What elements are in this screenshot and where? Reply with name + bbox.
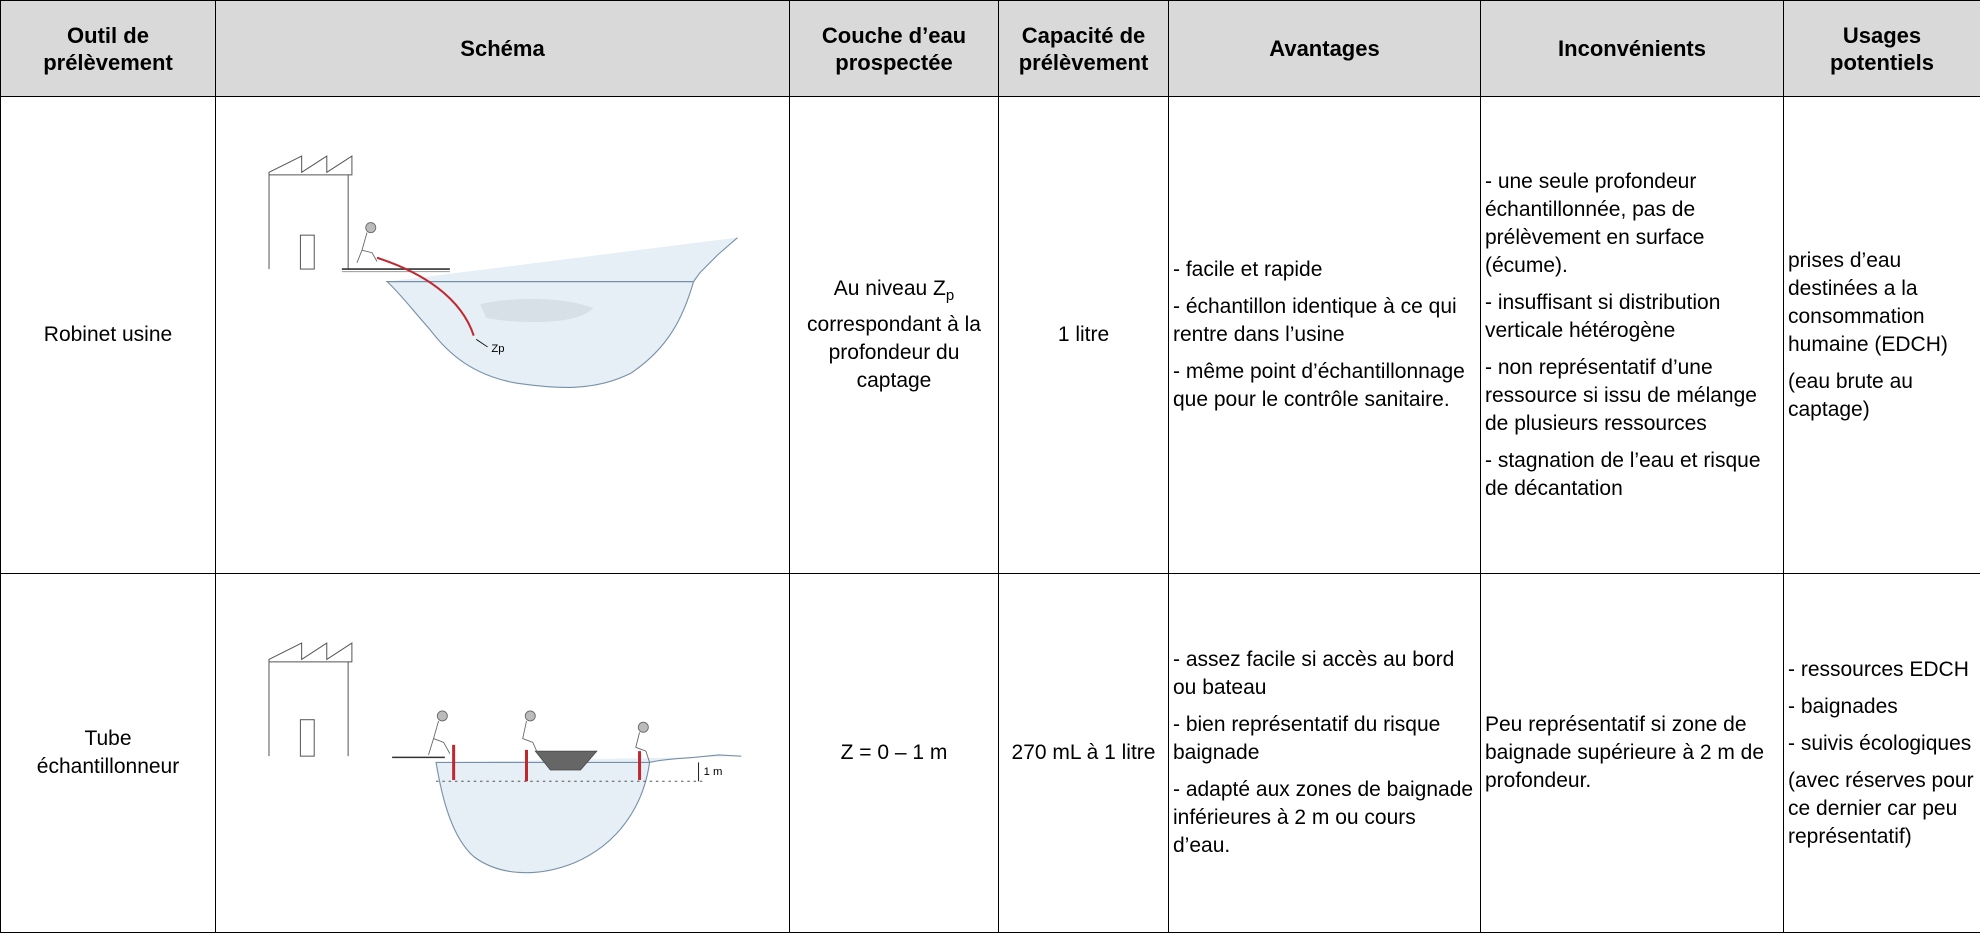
list-item: Peu représentatif si zone de baignade su… [1485,711,1779,795]
list-item: - facile et rapide [1173,256,1476,284]
depth-label: 1 m [704,766,723,778]
layer-text: Z = 0 – 1 m [840,741,948,764]
text-line: Capacité de [1021,22,1146,48]
text-line: Avantages [1269,36,1380,61]
column-header: Capacité de prélèvement [998,0,1169,97]
item-text: (eau brute au captage) [1788,369,1913,421]
item-text: - facile et rapide [1173,258,1323,281]
text-line: Tube [84,727,132,750]
tool-cell: Robinet usine [0,96,216,574]
column-header: Couche d’eau prospectée [789,0,999,97]
list-item: (eau brute au captage) [1788,368,1976,424]
layer-text: Au niveau Z [833,277,946,301]
column-header: Inconvénients [1480,0,1784,97]
schema-tube: 1 m [268,642,742,874]
depth-label: Zp [491,343,504,355]
text-line: Schéma [460,36,545,61]
text-line: Couche d’eau [821,22,967,48]
text-line: Outil de [67,22,149,48]
item-text: - échantillon identique à ce qui rentre … [1173,295,1457,346]
uses-cell: prises d’eau destinées a la consommation… [1783,96,1980,574]
table-row: Robinet usine [0,96,1980,574]
table-row: Tube échantillonneur [0,573,1980,933]
item-text: - assez facile si accès au bord ou batea… [1173,648,1455,699]
text-line: Inconvénients [1558,36,1706,61]
item-text: - une seule profondeur échantillonnée, p… [1485,169,1705,277]
text-line: prélèvement [1018,49,1149,75]
item-text: Peu représentatif si zone de baignade su… [1485,713,1765,792]
list-item: prises d’eau destinées a la consommation… [1788,247,1976,359]
advantages-cell: - facile et rapide - échantillon identiqu… [1168,96,1481,574]
item-text: - même point d’échantillonnage que pour … [1173,360,1465,411]
item-text: - insuffisant si distribution verticale … [1485,290,1721,342]
list-item: - baignades [1788,693,1976,721]
item-text: - bien représentatif du risque baignade [1173,713,1441,764]
text-line: potentiels [1830,49,1934,75]
item-text: (avec réserves pour ce dernier car peu r… [1788,768,1974,848]
capacity-cell: 1 litre [998,96,1169,574]
layer-cell: Au niveau Zp correspondant à la profonde… [789,96,999,574]
item-text: - stagnation de l’eau et risque de décan… [1485,448,1761,500]
layer-cell: Z = 0 – 1 m [789,573,999,933]
schema-cell: Zp [215,96,790,574]
item-text: prises d’eau destinées a la consommation… [1788,248,1948,356]
uses-cell: - ressources EDCH - baignades - suivis éco… [1783,573,1980,933]
schema-robinet: Zp [268,155,738,388]
column-header: Schéma [215,0,790,97]
capacity: 1 litre [1057,323,1110,346]
item-text: - non représentatif d’une ressource si i… [1485,355,1757,435]
header-row: Outil de prélèvement Schéma Couche d’eau pro… [0,0,1980,97]
column-header: Avantages [1168,0,1481,97]
column-header: Usages potentiels [1783,0,1980,97]
item-text: - suivis écologiques [1788,731,1972,755]
text-line: échantillonneur [36,755,180,778]
list-item: - échantillon identique à ce qui rentre … [1173,293,1476,349]
capacity-cell: 270 mL à 1 litre [998,573,1169,933]
list-item: - suivis écologiques [1788,730,1976,758]
column-header: Outil de prélèvement [0,0,216,97]
layer-text: correspondant à la profondeur du captage [807,312,981,392]
item-text: - ressources EDCH [1788,657,1969,681]
list-item: - ressources EDCH [1788,656,1976,684]
text-line: Robinet usine [43,323,173,346]
list-item: - stagnation de l’eau et risque de décan… [1485,447,1779,503]
list-item: - insuffisant si distribution verticale … [1485,289,1779,345]
layer-subscript: p [945,287,955,305]
list-item: - assez facile si accès au bord ou batea… [1173,646,1476,702]
schema-cell: 1 m [215,573,790,933]
advantages-cell: - assez facile si accès au bord ou batea… [1168,573,1481,933]
text-line: Usages [1842,22,1922,48]
list-item: - adapté aux zones de baignade inférieur… [1173,776,1476,860]
drawbacks-cell: Peu représentatif si zone de baignade su… [1480,573,1784,933]
item-text: - baignades [1788,694,1898,718]
text-line: prospectée [835,49,953,75]
list-item: - bien représentatif du risque baignade [1173,711,1476,767]
list-item: (avec réserves pour ce dernier car peu r… [1788,767,1976,851]
list-item: - même point d’échantillonnage que pour … [1173,358,1476,414]
tool-cell: Tube échantillonneur [0,573,216,933]
list-item: - une seule profondeur échantillonnée, p… [1485,168,1779,280]
drawbacks-cell: - une seule profondeur échantillonnée, p… [1480,96,1784,574]
item-text: - adapté aux zones de baignade inférieur… [1173,778,1474,857]
list-item: - non représentatif d’une ressource si i… [1485,354,1779,438]
text-line: prélèvement [43,49,173,75]
capacity: 270 mL à 1 litre [1011,741,1156,764]
